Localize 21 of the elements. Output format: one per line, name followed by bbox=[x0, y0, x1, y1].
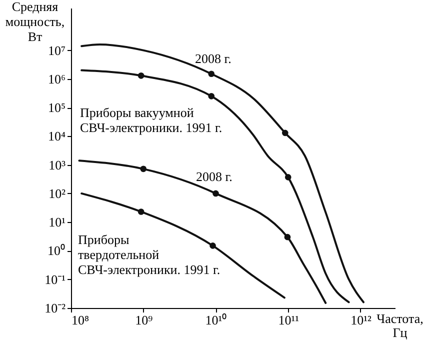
y-tick-label: 10⁻¹ bbox=[44, 272, 66, 287]
annotation: Приборы твердотельной СВЧ-электроники. 1991 г. bbox=[78, 232, 220, 277]
y-tick-label: 10⁰ bbox=[48, 243, 66, 258]
x-tick-label: 10¹⁰ bbox=[205, 312, 228, 328]
y-tick-label: 10⁻² bbox=[44, 300, 66, 316]
x-tick-label: 10⁸ bbox=[72, 312, 90, 328]
y-tick-label: 10³ bbox=[48, 157, 66, 172]
annotation: 2008 г. bbox=[195, 51, 232, 66]
y-tick-label: 10⁵ bbox=[48, 100, 66, 116]
annotation: Приборы вакуумной СВЧ-электроники. 1991 г. bbox=[80, 105, 222, 135]
y-tick-label: 10¹ bbox=[48, 214, 66, 230]
y-tick-label: 10⁴ bbox=[48, 128, 66, 144]
x-tick-label: 10⁹ bbox=[135, 312, 154, 328]
y-tick-label: 10⁶ bbox=[48, 71, 66, 86]
y-tick-label: 10⁷ bbox=[48, 42, 66, 58]
x-tick-label: 10¹² bbox=[350, 312, 372, 328]
y-axis-title: Средняя мощность, Вт bbox=[5, 0, 65, 44]
x-tick-label: 10¹¹ bbox=[278, 312, 300, 328]
annotation: 2008 г. bbox=[196, 169, 232, 184]
y-tick-label: 10² bbox=[48, 186, 66, 201]
x-axis-title: Частота, Гц bbox=[376, 311, 424, 340]
